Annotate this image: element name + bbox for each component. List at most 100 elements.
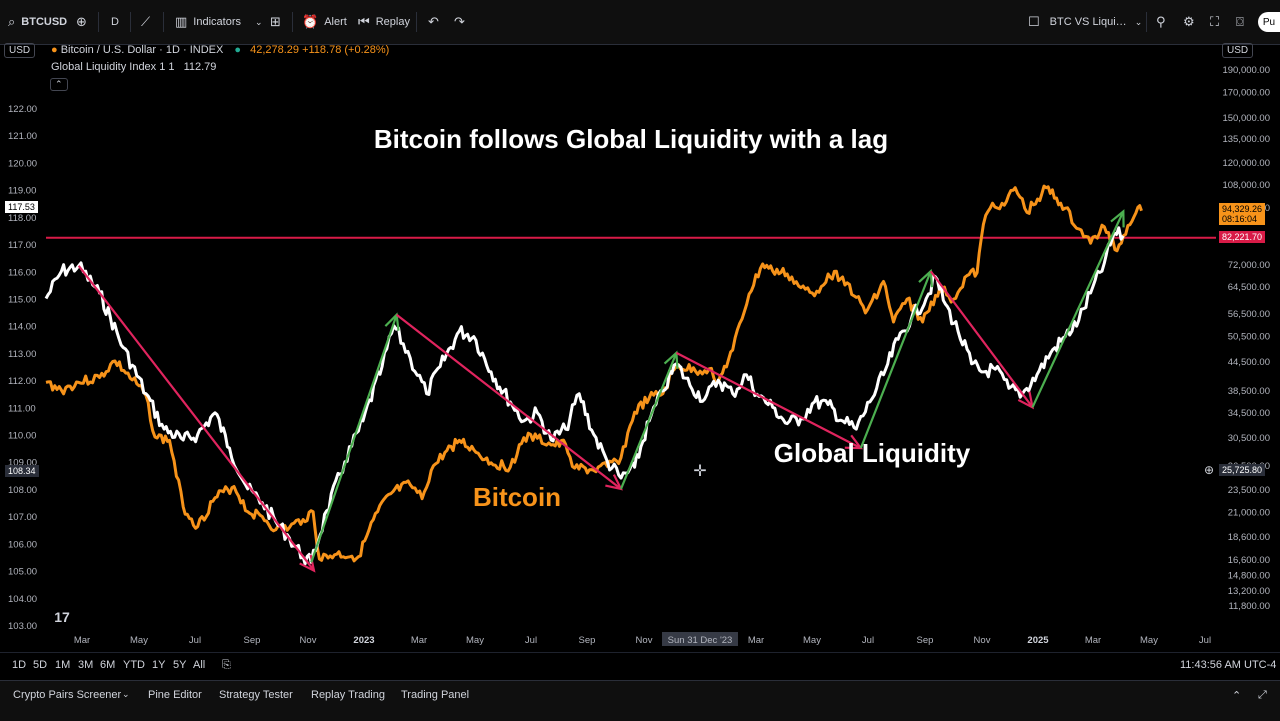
right-tick-label: 18,600.00: [1228, 532, 1270, 543]
undo-button[interactable]: ↶: [428, 0, 445, 44]
right-tick-label: 11,800.00: [1228, 601, 1270, 612]
indicators-icon: ▥: [175, 14, 188, 29]
left-tick-label: 116.00: [8, 267, 36, 278]
series-line-bitcoin: [45, 184, 1143, 563]
trend-arrow-down: [77, 265, 315, 572]
tab-strategy-tester[interactable]: Strategy Tester: [219, 689, 293, 701]
timeframe-5y[interactable]: 5Y: [173, 659, 187, 671]
left-tick-label: 113.00: [8, 349, 36, 360]
tab-crypto-pairs-screener[interactable]: Crypto Pairs Screener: [13, 689, 122, 701]
indicator-legend: Global Liquidity Index 1 1 112.79: [51, 61, 216, 73]
main-series-title: Bitcoin / U.S. Dollar · 1D · INDEX: [60, 44, 224, 56]
collapse-legend-button[interactable]: ⌃: [50, 78, 68, 91]
x-tick-label: Nov: [300, 635, 317, 646]
left-price-axis: 122.00 121.00 120.00 119.00 118.00 117.00 116.…: [8, 104, 37, 632]
compare-button[interactable]: ⊕: [76, 0, 93, 44]
chevron-up-icon[interactable]: ⌃: [1232, 690, 1242, 702]
right-tick-label: 38,500.00: [1228, 386, 1270, 397]
x-tick-label: 2025: [1027, 635, 1049, 646]
chevron-down-icon: ⌄: [255, 16, 263, 27]
trend-arrow-down: [929, 270, 1034, 408]
btc-timer: 08:16:04: [1222, 214, 1258, 224]
search-icon: ⌕: [8, 14, 16, 29]
main-series-legend: ● Bitcoin / U.S. Dollar · 1D · INDEX ● 4…: [51, 44, 389, 56]
timeframe-1d[interactable]: 1D: [12, 659, 27, 671]
interval-button[interactable]: D: [111, 16, 119, 28]
timeframe-6m[interactable]: 6M: [100, 659, 116, 671]
chart-type-button[interactable]: ⟋: [141, 0, 156, 44]
currency-right[interactable]: USD: [1222, 43, 1254, 58]
crosshair-date-bg: [662, 632, 738, 646]
x-tick-label: Mar: [748, 635, 764, 646]
timeframe-all[interactable]: All: [193, 659, 206, 671]
trend-arrow-down: [395, 313, 622, 490]
tab-replay-trading[interactable]: Replay Trading: [311, 689, 385, 701]
main-series-values: 42,278.29 +118.78 (+0.28%): [250, 44, 390, 56]
x-tick-label: May: [466, 635, 484, 646]
x-tick-label: Sep: [579, 635, 596, 646]
alert-button[interactable]: ⏰ Alert: [302, 0, 347, 44]
trend-arrow-down: [675, 351, 862, 450]
btc-price-tag: 94,329.26 08:16:04: [1219, 203, 1266, 225]
tab-pine-editor[interactable]: Pine Editor: [148, 689, 202, 701]
tab-trading-panel[interactable]: Trading Panel: [401, 689, 470, 701]
x-tick-label: 2023: [353, 635, 374, 646]
timeframe-3m[interactable]: 3M: [78, 659, 94, 671]
chevron-down-icon[interactable]: ⌄: [122, 689, 130, 699]
timeframe-ytd[interactable]: YTD: [123, 659, 145, 671]
replay-button[interactable]: ⏮ Replay: [358, 0, 410, 44]
right-tick-label: 14,800.00: [1228, 570, 1270, 581]
line-chart-icon: ⟋: [141, 14, 151, 29]
timeframe-1y[interactable]: 1Y: [152, 659, 166, 671]
maximize-icon[interactable]: ⤢: [1258, 689, 1267, 701]
symbol-label: BTCUSD: [21, 16, 68, 28]
replay-label: Replay: [375, 16, 410, 28]
x-tick-label: Mar: [411, 635, 427, 646]
fullscreen-button[interactable]: ⛶: [1210, 0, 1225, 44]
right-price-axis: 190,000.00 170,000.00 150,000.00 135,000.00…: [1222, 65, 1270, 612]
left-tick-label: 104.00: [8, 594, 37, 605]
trend-arrow-up: [859, 270, 932, 449]
trend-arrow-up: [310, 314, 398, 563]
timeframe-5d[interactable]: 5D: [33, 659, 48, 671]
crosshair-icon: ✛: [693, 463, 706, 480]
x-tick-label: May: [803, 635, 821, 646]
left-tick-label: 117.00: [8, 240, 36, 251]
alert-label: Alert: [324, 16, 347, 28]
trend-arrow-up: [619, 352, 678, 490]
x-tick-label: May: [1140, 635, 1158, 646]
timeframe-1m[interactable]: 1M: [55, 659, 71, 671]
templates-button[interactable]: ⊞: [270, 0, 287, 44]
right-tick-label: 190,000.00: [1222, 65, 1270, 76]
redo-button[interactable]: ↷: [454, 0, 471, 44]
quick-search-button[interactable]: ⚲: [1156, 0, 1172, 44]
trend-arrows: [77, 209, 1125, 573]
settings-button[interactable]: ⚙: [1183, 0, 1201, 44]
date-range-icon[interactable]: ⎘: [222, 659, 231, 671]
add-alert-icon[interactable]: ⊕: [1204, 463, 1215, 477]
indicators-label: Indicators: [193, 16, 241, 28]
symbol-search[interactable]: ⌕ BTCUSD: [8, 0, 67, 44]
indicator-title: Global Liquidity Index 1 1: [51, 61, 175, 73]
clock[interactable]: 11:43:56 AM UTC-4: [1180, 659, 1277, 671]
right-tick-label: 135,000.00: [1222, 134, 1270, 145]
price-chart[interactable]: 122.00 121.00 120.00 119.00 118.00 117.00 116.…: [0, 44, 1280, 652]
right-tick-label: 21,000.00: [1228, 508, 1270, 519]
currency-left[interactable]: USD: [4, 43, 36, 58]
right-tick-label: 13,200.00: [1228, 586, 1270, 597]
hline-price-tag: 82,221.70: [1219, 231, 1266, 243]
x-tick-label: Sep: [244, 635, 261, 646]
layout-button[interactable]: ☐ BTC VS Liqui… ⌄: [1028, 0, 1148, 44]
left-tick-label: 112.00: [8, 376, 36, 387]
right-tick-label: 50,500.00: [1228, 332, 1270, 343]
square-icon: ☐: [1028, 14, 1040, 29]
right-tick-label: 108,000.00: [1222, 180, 1270, 191]
redo-icon: ↷: [454, 14, 465, 29]
indicators-button[interactable]: ▥ Indicators ⌄: [175, 0, 269, 44]
snapshot-button[interactable]: ⌼: [1236, 0, 1250, 44]
crosshair-price-tag: 25,725.80: [1219, 464, 1266, 476]
x-tick-label: Sun 31 Dec '23: [668, 635, 733, 646]
undo-icon: ↶: [428, 14, 439, 29]
publish-button[interactable]: Pu: [1258, 12, 1280, 32]
left-tick-label: 121.00: [8, 131, 37, 142]
